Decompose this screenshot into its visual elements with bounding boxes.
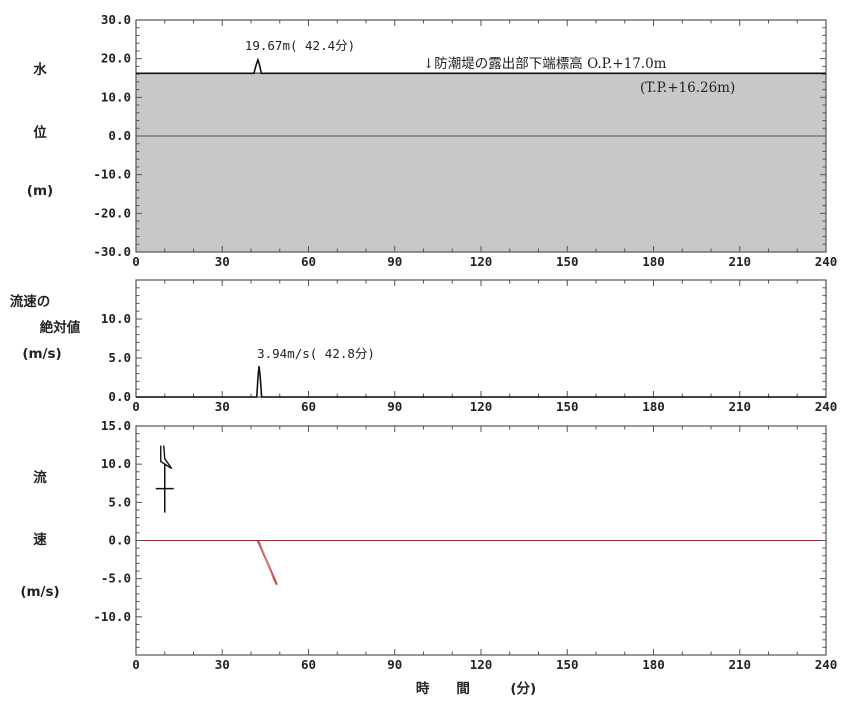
x-tick-label: 180: [642, 254, 665, 269]
seawall-band: [136, 73, 826, 253]
x-tick-label: 210: [728, 254, 751, 269]
ylabel-char: (m/s): [20, 584, 59, 600]
x-tick-label: 240: [815, 254, 838, 269]
ylabel-line: (m/s): [22, 346, 61, 362]
y-tick-label: 10.0: [101, 456, 131, 471]
x-tick-label: 120: [470, 657, 493, 672]
ylabel-char: 水: [33, 61, 47, 78]
ylabel-char: 速: [33, 531, 47, 548]
y-tick-label: -30.0: [93, 244, 131, 259]
ylabel-char: 位: [33, 124, 47, 141]
y-tick-label: 10.0: [101, 89, 131, 104]
x-tick-label: 180: [642, 399, 665, 414]
ylabel-char: (m): [27, 183, 53, 199]
x-tick-label: 150: [556, 399, 579, 414]
y-tick-label: 10.0: [101, 311, 131, 326]
x-axis-title: 時 間 (分): [416, 680, 536, 697]
x-tick-label: 90: [387, 657, 402, 672]
y-tick-label: 0.0: [108, 128, 131, 143]
peak-label: 19.67m( 42.4分): [245, 38, 355, 53]
y-tick-label: 0.0: [108, 389, 131, 404]
x-tick-label: 90: [387, 399, 402, 414]
axes-frame: [135, 279, 827, 398]
series-line: [136, 366, 826, 398]
seawall-label: ↓防潮堤の露出部下端標高 O.P.+17.0m: [423, 55, 667, 72]
x-tick-label: 120: [470, 254, 493, 269]
x-tick-label: 180: [642, 657, 665, 672]
x-tick-label: 210: [728, 399, 751, 414]
x-tick-label: 60: [301, 657, 316, 672]
series-line: [136, 57, 826, 75]
y-tick-label: 15.0: [101, 418, 131, 433]
x-tick-label: 0: [132, 399, 140, 414]
x-tick-label: 30: [215, 399, 230, 414]
x-tick-label: 0: [132, 657, 140, 672]
y-tick-label: 5.0: [108, 350, 131, 365]
ylabel-line: 絶対値: [40, 319, 81, 336]
x-tick-label: 150: [556, 254, 579, 269]
compass-arrow: [160, 445, 173, 470]
velocity-vector-shadow: [259, 542, 275, 581]
x-tick-label: 0: [132, 254, 140, 269]
x-tick-label: 90: [387, 254, 402, 269]
ylabel-char: 流: [33, 469, 47, 486]
peak-label: 3.94m/s( 42.8分): [257, 346, 375, 361]
x-tick-label: 60: [301, 399, 316, 414]
x-tick-label: 30: [215, 254, 230, 269]
x-tick-label: 240: [815, 657, 838, 672]
x-tick-label: 30: [215, 657, 230, 672]
x-tick-label: 120: [470, 399, 493, 414]
y-tick-label: 20.0: [101, 51, 131, 66]
y-tick-label: 0.0: [108, 533, 131, 548]
y-tick-label: -10.0: [93, 609, 131, 624]
x-tick-label: 60: [301, 254, 316, 269]
x-tick-label: 240: [815, 399, 838, 414]
seawall-sublabel: (T.P.+16.26m): [640, 80, 735, 96]
y-tick-label: -10.0: [93, 167, 131, 182]
y-tick-label: -20.0: [93, 205, 131, 220]
y-tick-label: -5.0: [101, 571, 131, 586]
x-tick-label: 150: [556, 657, 579, 672]
y-tick-label: 30.0: [101, 12, 131, 27]
y-tick-label: 5.0: [108, 494, 131, 509]
ylabel-line: 流速の: [10, 293, 51, 310]
x-tick-label: 210: [728, 657, 751, 672]
